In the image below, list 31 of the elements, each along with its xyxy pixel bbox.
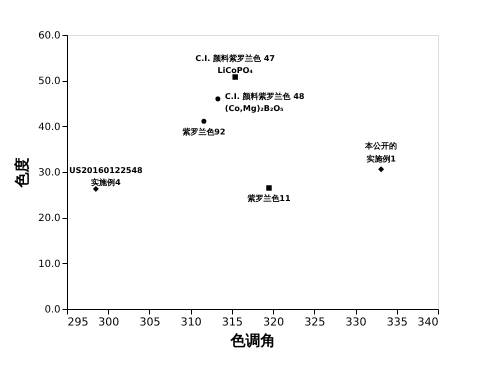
point	[266, 185, 272, 191]
x-tick-label: 325	[304, 316, 326, 328]
annotation: 紫罗兰色92	[181, 127, 226, 136]
y-tick-label: 30.0	[38, 168, 60, 178]
x-tick-label: 305	[139, 316, 160, 328]
annotation: 本公开的	[364, 141, 398, 150]
point	[378, 166, 384, 172]
point	[215, 96, 220, 102]
x-tick-label: 315	[222, 316, 243, 328]
y-axis-title: 色度	[13, 158, 32, 188]
annotation: 紫罗兰色11	[246, 194, 291, 203]
y-tick-label: 60.0	[38, 30, 60, 42]
annotation: C.I. 颜料紫罗兰色 47 LiCoPO₄	[195, 54, 276, 76]
point	[232, 74, 238, 80]
annotation: US20160122548 实施例4	[69, 166, 144, 187]
x-axis-title: 色调角	[230, 332, 276, 350]
annotation: C.I. 颜料紫罗兰色 48 (Co,Mg)₂B₂O₅	[224, 92, 305, 113]
x-tick-label: 320	[263, 316, 284, 328]
annotation: 实施例1	[366, 153, 396, 164]
x-tick-label: 310	[180, 316, 202, 328]
y-tick-label: 0.0	[44, 304, 60, 316]
x-tick-label: 295	[68, 316, 88, 328]
x-tick-label: 335	[386, 316, 408, 328]
x-tick-label: 330	[346, 316, 367, 328]
y-tick-label: 10.0	[38, 258, 60, 270]
y-tick-label: 40.0	[38, 122, 60, 133]
x-tick-label: 340	[418, 316, 438, 328]
point	[201, 118, 206, 124]
y-tick-label: 50.0	[38, 76, 60, 88]
x-tick-label: 300	[98, 316, 120, 328]
y-tick-label: 20.0	[38, 213, 60, 224]
